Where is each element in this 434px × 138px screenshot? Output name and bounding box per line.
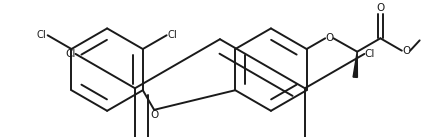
Text: Cl: Cl bbox=[65, 49, 76, 59]
Text: O: O bbox=[402, 46, 411, 56]
Polygon shape bbox=[353, 52, 358, 77]
Text: O: O bbox=[150, 110, 158, 120]
Text: O: O bbox=[326, 33, 334, 43]
Text: Cl: Cl bbox=[37, 30, 47, 40]
Text: Cl: Cl bbox=[168, 30, 178, 40]
Text: O: O bbox=[376, 3, 385, 13]
Text: Cl: Cl bbox=[365, 49, 375, 59]
